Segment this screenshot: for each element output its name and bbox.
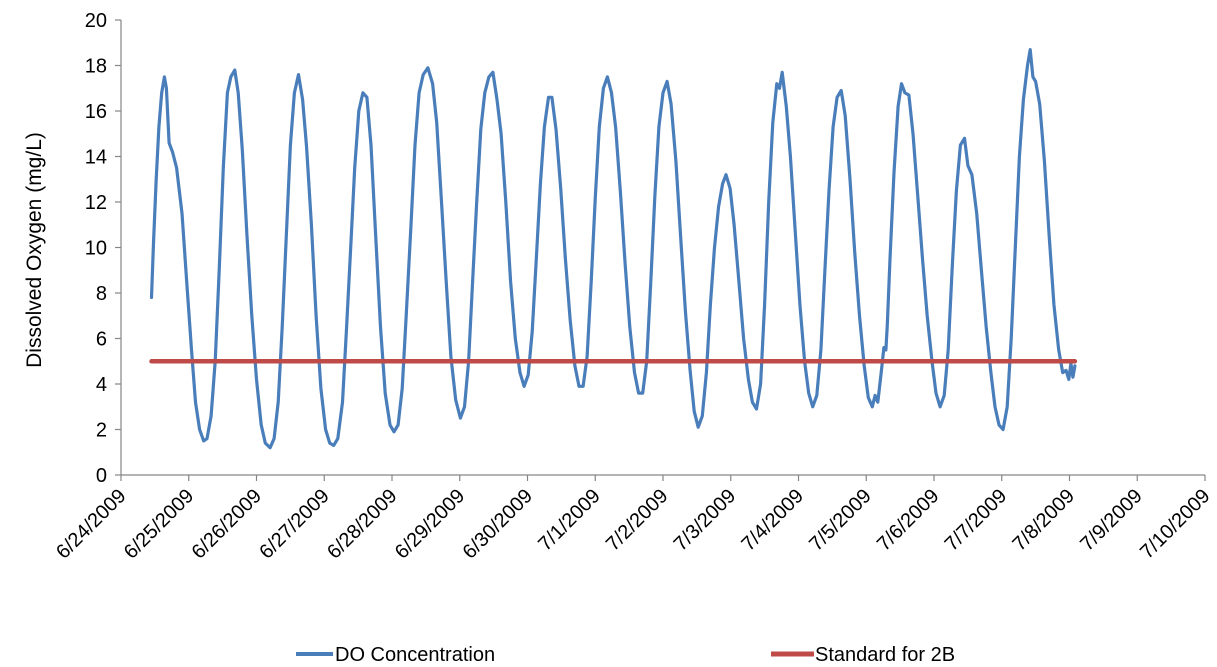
y-tick-label: 0 [96, 465, 107, 487]
x-tick-label: 7/8/2009 [1008, 485, 1079, 556]
y-tick-label: 20 [85, 10, 107, 32]
y-tick-label: 4 [96, 374, 107, 396]
x-tick-label: 7/6/2009 [873, 485, 944, 556]
x-tick-label: 6/30/2009 [459, 485, 537, 563]
x-tick-label: 6/24/2009 [52, 485, 130, 563]
x-tick-label: 7/3/2009 [670, 485, 741, 556]
x-tick-label: 7/4/2009 [737, 485, 808, 556]
x-tick-label: 7/9/2009 [1076, 485, 1147, 556]
legend-label-standard-for-2b: Standard for 2B [815, 644, 955, 666]
x-tick-label: 7/7/2009 [941, 485, 1012, 556]
x-tick-label: 6/26/2009 [188, 485, 266, 563]
x-tick-label: 7/1/2009 [534, 485, 605, 556]
y-tick-label: 6 [96, 329, 107, 351]
y-axis-title: Dissolved Oxygen (mg/L) [23, 132, 46, 368]
x-tick-label: 7/5/2009 [805, 485, 876, 556]
y-tick-label: 16 [85, 101, 107, 123]
series-line-do-concentration [149, 48, 1077, 450]
y-tick-label: 18 [85, 56, 107, 78]
axes [115, 19, 1206, 481]
legend: DO Concentration Standard for 2B [296, 644, 955, 666]
x-tick-label: 7/2/2009 [602, 485, 673, 556]
x-tick-label: 6/28/2009 [323, 485, 401, 563]
x-tick-label: 6/25/2009 [120, 485, 198, 563]
legend-entry-do-concentration: DO Concentration [296, 644, 495, 666]
y-tick-label: 12 [85, 192, 107, 214]
y-tick-label: 2 [96, 420, 107, 442]
x-tick-label: 6/29/2009 [391, 485, 469, 563]
y-tick-label: 8 [96, 283, 107, 305]
series-layer [149, 48, 1078, 450]
x-tick-label: 7/10/2009 [1136, 485, 1214, 563]
legend-entry-standard-for-2b: Standard for 2B [771, 644, 955, 666]
x-tick-label: 6/27/2009 [255, 485, 333, 563]
legend-label-do-concentration: DO Concentration [335, 644, 495, 666]
y-tick-label: 10 [85, 238, 107, 260]
y-tick-label: 14 [85, 147, 107, 169]
